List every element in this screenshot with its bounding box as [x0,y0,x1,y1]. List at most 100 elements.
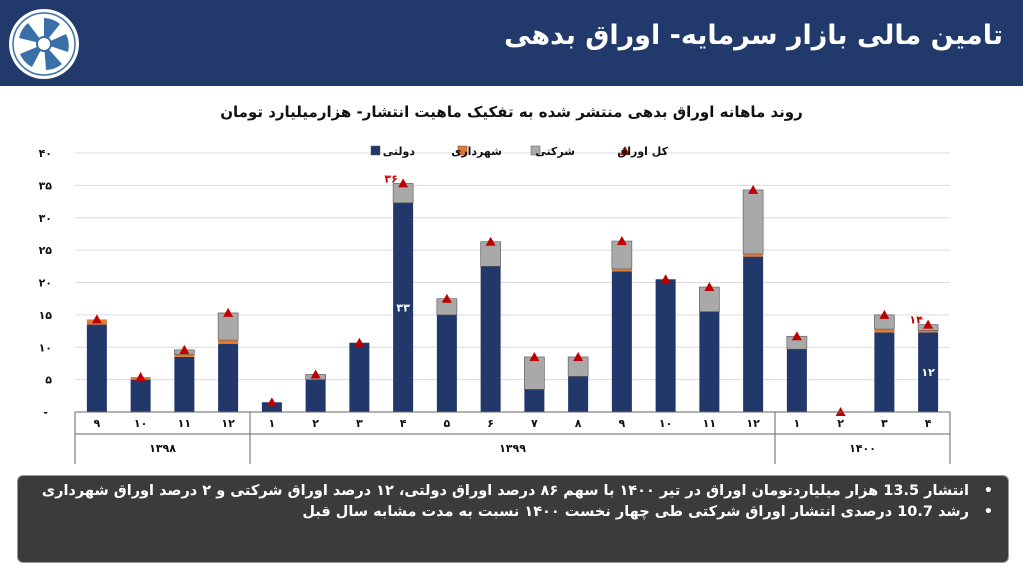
x-tick-label: ۲ [312,417,319,430]
bar-segment [218,344,239,412]
header-bar: تامین مالی بازار سرمایه- اوراق بدهی [0,0,1023,86]
x-tick-label: ۱۰ [659,417,672,430]
bar-segment [174,356,195,412]
bar-segment [568,376,589,412]
bar-segment [655,279,676,412]
legend-swatch [457,145,468,156]
x-group-label: ۱۴۰۰ [849,442,876,455]
total-marker [179,344,190,354]
total-marker [573,351,584,361]
bar-segment [786,349,807,412]
bar-segment [699,311,720,412]
x-tick-label: ۱۲ [746,417,760,430]
x-group-label: ۱۳۹۸ [149,442,176,455]
total-marker [660,274,671,284]
bar-segment [524,389,545,412]
legend-label: شرکتی [535,145,575,158]
total-marker [354,337,365,347]
bar-segment [918,330,939,333]
y-tick-label: ۱۰ [39,341,52,354]
total-marker [748,184,759,194]
y-tick-label: ۵ [45,374,52,387]
x-tick-label: ۴ [400,417,407,430]
data-label: ۱۲ [921,366,935,379]
legend-label: کل اوراق [617,145,668,158]
x-tick-label: ۴ [925,417,932,430]
bar-segment [217,312,239,341]
total-marker [223,307,234,317]
total-marker [616,236,627,246]
data-label: ۳۶ [384,172,397,185]
bar-segment [349,342,370,412]
bar-segment [874,329,895,333]
x-tick-label: ۶ [487,417,494,430]
total-marker [91,314,102,324]
bar-segment [218,340,239,345]
bar-segment [436,314,457,412]
bar-segment [174,354,195,357]
bar-segment [393,202,414,412]
x-tick-label: ۱ [794,417,801,430]
data-label: ۱۴ [909,314,923,327]
data-label: ۳۳ [396,301,410,314]
y-tick-label: ۲۵ [39,244,53,257]
bar-segment [611,268,632,272]
y-tick-label: - [43,406,48,419]
bar-segment [611,240,633,270]
bar-segment [611,271,632,412]
bar-segment [743,254,764,257]
bar-segment [743,256,764,412]
y-tick-label: ۱۵ [39,309,53,322]
note-item-2: رشد 10.7 درصدی انتشار اوراق شرکتی طی چها… [32,502,993,523]
total-marker [485,236,496,246]
total-marker [266,397,277,407]
bar-segment [742,189,764,255]
x-tick-label: ۱۰ [134,417,147,430]
legend-swatch [530,145,541,156]
x-group-label: ۱۳۹۹ [499,442,526,455]
total-marker [398,178,409,188]
total-marker [310,369,321,379]
bar-segment [874,332,895,412]
x-tick-label: ۹ [94,417,101,430]
bar-segment [480,266,501,412]
logo-icon [9,9,79,79]
x-tick-label: ۱۲ [221,417,235,430]
bar-segment [130,379,151,412]
y-tick-label: ۲۰ [39,277,52,290]
chart-title: روند ماهانه اوراق بدهی منتشر شده به تفکی… [220,103,803,121]
bar-segment [305,379,326,412]
x-tick-label: ۳ [881,417,888,430]
x-tick-label: ۱۱ [178,417,191,430]
bar-segment [261,402,282,412]
y-tick-label: ۳۵ [39,179,53,192]
total-marker [879,309,890,319]
legend-swatch [370,145,381,156]
total-marker [704,282,715,292]
legend-label: شهرداری [451,145,502,158]
bar-segment [918,332,939,412]
legend-label: دولتی [383,145,416,158]
note-item-1: انتشار 13.5 هزار میلیاردتومان اوراق در ت… [32,481,993,502]
x-tick-label: ۷ [531,417,538,430]
page-title: تامین مالی بازار سرمایه- اوراق بدهی [504,20,1003,51]
notes-box: انتشار 13.5 هزار میلیاردتومان اوراق در ت… [17,475,1009,563]
total-marker [791,331,802,341]
x-tick-label: ۱۱ [703,417,716,430]
x-tick-label: ۳ [356,417,363,430]
x-tick-label: ۱ [269,417,276,430]
y-tick-label: ۳۰ [39,212,52,225]
x-tick-label: ۲ [837,417,844,430]
x-tick-label: ۹ [619,417,626,430]
legend-swatch [620,146,630,155]
total-marker [529,351,540,361]
total-marker [923,319,934,329]
x-tick-label: ۸ [575,417,582,430]
y-tick-label: ۴۰ [39,147,52,160]
total-marker [135,372,146,382]
bar-segment [86,324,107,412]
bar-segment [524,356,545,390]
x-tick-label: ۵ [444,417,451,430]
total-marker [441,293,452,303]
